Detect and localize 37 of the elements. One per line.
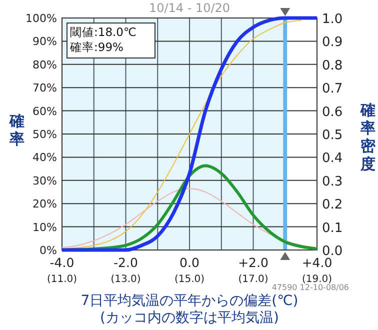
- chart-title: 10/14 - 10/20: [148, 1, 230, 15]
- y2-tick-label: 0.3: [322, 174, 343, 190]
- y2-tick-label: 0.4: [322, 151, 343, 166]
- x-tick-label: -4.0: [50, 255, 74, 270]
- line-series: [61, 188, 318, 248]
- y-tick-label: 0%: [40, 244, 57, 257]
- x-tick-label: -2.0: [114, 255, 138, 270]
- y-tick-label: 60%: [32, 104, 57, 118]
- y-tick-label: 10%: [32, 220, 57, 234]
- y-tick-label: 20%: [32, 198, 57, 211]
- y2-tick-label: 0.9: [322, 35, 343, 50]
- x2-tick-label: (13.0): [110, 274, 141, 285]
- y2-tick-label: 1.0: [322, 12, 343, 27]
- annotation: 閾値:18.0℃ 確率:99%: [69, 25, 136, 54]
- y-tick-label: 40%: [32, 151, 57, 164]
- x2-tick-label: (11.0): [46, 274, 78, 285]
- y2-tick-label: 0.7: [322, 82, 343, 97]
- x-axis-title: 7日平均気温の平年からの偏差(℃) (カッコ内の数字は平均気温): [80, 293, 298, 326]
- y2-tick-label: 0.6: [322, 104, 343, 120]
- y2-axis-title: 確率密度: [360, 101, 376, 173]
- x-tick-label: +2.0: [238, 255, 268, 270]
- y-tick-label: 80%: [32, 58, 57, 72]
- y-tick-label: 100%: [26, 12, 57, 25]
- y2-tick-label: 0.1: [322, 220, 343, 236]
- y-tick-label: 70%: [32, 82, 57, 95]
- y-tick-label: 30%: [32, 174, 57, 188]
- y2-tick-label: 0.8: [322, 58, 343, 74]
- y-tick-label: 50%: [32, 128, 57, 141]
- y2-tick-label: 0.2: [322, 198, 343, 213]
- text: 47590 12-10-08/06: [272, 283, 349, 292]
- x2-tick-label: (17.0): [238, 274, 268, 285]
- x-tick-label: 0.0: [180, 255, 200, 270]
- x2-tick-label: (15.0): [174, 274, 205, 285]
- y-tick-label: 90%: [32, 35, 57, 48]
- y2-tick-label: 0.5: [322, 128, 343, 143]
- x2-tick-label: (19.0): [302, 274, 332, 285]
- y-axis-title: 確率: [8, 112, 24, 148]
